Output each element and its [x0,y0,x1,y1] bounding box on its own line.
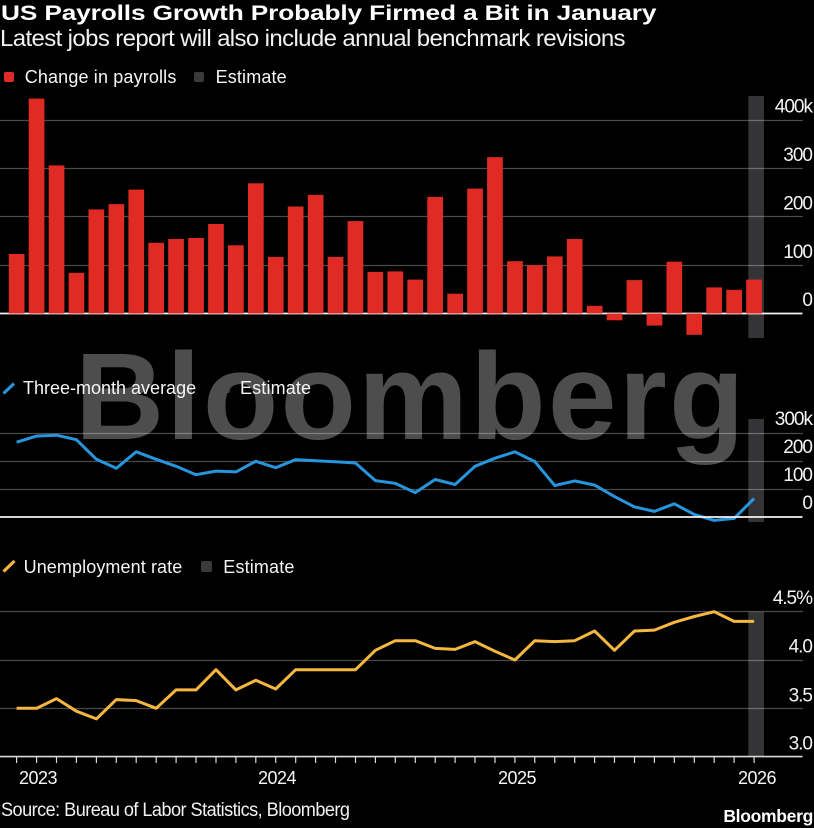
svg-text:0: 0 [802,290,812,311]
svg-text:2026: 2026 [738,768,777,788]
svg-text:2024: 2024 [258,768,297,788]
svg-text:4.5%: 4.5% [773,588,813,609]
svg-text:200: 200 [783,193,812,214]
svg-text:200: 200 [783,437,812,458]
svg-text:3.0: 3.0 [789,734,813,755]
svg-text:0: 0 [802,493,812,514]
svg-text:300k: 300k [775,409,814,430]
svg-text:3.5: 3.5 [789,686,813,707]
svg-text:Bloomberg: Bloomberg [75,328,747,466]
svg-text:100: 100 [783,465,812,486]
svg-text:300: 300 [783,145,812,166]
svg-text:4.0: 4.0 [789,636,813,657]
svg-text:100: 100 [783,242,812,263]
svg-text:2023: 2023 [19,768,58,788]
svg-text:400k: 400k [775,96,814,117]
svg-text:2025: 2025 [498,768,537,788]
